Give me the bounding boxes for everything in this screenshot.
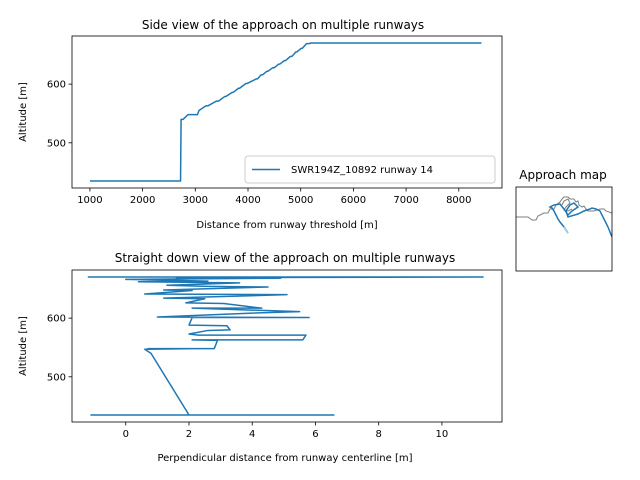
- side-view-x-tick-label: 7000: [393, 195, 418, 206]
- approach-map-title: Approach map: [519, 168, 607, 182]
- top-view-y-tick-label: 600: [47, 314, 66, 325]
- runway-marker: [563, 226, 569, 234]
- top-view-series: [87, 276, 484, 416]
- side-view-chart: Side view of the approach on multiple ru…: [18, 18, 503, 231]
- side-view-y-tick-label: 500: [47, 138, 66, 149]
- side-view-title: Side view of the approach on multiple ru…: [142, 18, 424, 32]
- top-view-x-tick-label: 10: [436, 429, 449, 440]
- side-view-x-tick-label: 2000: [130, 195, 155, 206]
- side-view-x-ticks: 1000 2000 3000 4000 5000 6000 7000 8000: [77, 188, 472, 206]
- legend-box: [244, 155, 496, 184]
- top-view-chart: Straight down view of the approach on mu…: [18, 251, 503, 464]
- approach-map-background: [516, 187, 612, 271]
- top-view-plot-area: [72, 270, 502, 422]
- side-view-x-tick-label: 6000: [341, 195, 366, 206]
- top-view-frame: [71, 269, 503, 423]
- top-view-series-line-0: [87, 276, 484, 416]
- top-view-x-tick-label: 4: [249, 429, 255, 440]
- top-view-x-tick-label: 8: [376, 429, 382, 440]
- top-view-x-ticks: 0 2 4 6 8 10: [123, 422, 449, 440]
- side-view-series-line-0: [89, 42, 482, 182]
- approach-map-frame: [515, 186, 613, 272]
- top-view-ylabel: Altitude [m]: [18, 316, 29, 376]
- coastline-line: [516, 196, 612, 221]
- approach-map: Approach map: [515, 168, 613, 272]
- side-view-xlabel: Distance from runway threshold [m]: [196, 220, 377, 231]
- side-view-ylabel: Altitude [m]: [18, 82, 29, 142]
- side-view-y-tick-label: 600: [47, 80, 66, 91]
- top-view-y-tick-label: 500: [47, 372, 66, 383]
- side-view-x-tick-label: 3000: [183, 195, 208, 206]
- side-view-x-tick-label: 8000: [446, 195, 471, 206]
- approach-map-canvas: [516, 187, 612, 271]
- legend: SWR194Z_10892 runway 14: [244, 155, 496, 184]
- top-view-title: Straight down view of the approach on mu…: [115, 251, 455, 265]
- side-view-series: [89, 42, 482, 182]
- legend-label: SWR194Z_10892 runway 14: [291, 165, 433, 176]
- side-view-x-tick-label: 5000: [288, 195, 313, 206]
- top-view-y-ticks: 500 600: [47, 314, 72, 383]
- top-view-x-tick-label: 2: [186, 429, 192, 440]
- side-view-x-tick-label: 4000: [235, 195, 260, 206]
- top-view-x-tick-label: 6: [312, 429, 318, 440]
- lake-outline: [561, 198, 573, 212]
- side-view-y-ticks: 500 600: [47, 80, 72, 149]
- top-view-x-tick-label: 0: [123, 429, 129, 440]
- side-view-x-tick-label: 1000: [77, 195, 102, 206]
- top-view-xlabel: Perpendicular distance from runway cente…: [157, 453, 412, 464]
- side-view-frame: [71, 35, 503, 189]
- approach-track: [548, 202, 612, 238]
